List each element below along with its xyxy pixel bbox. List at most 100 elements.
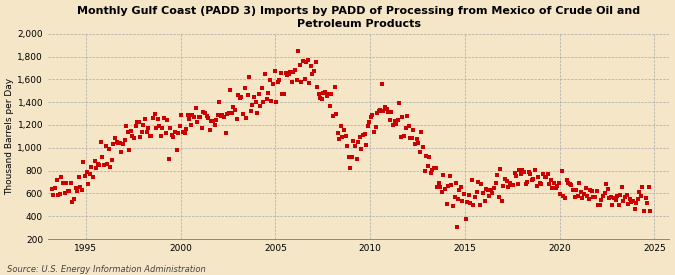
Point — [637, 185, 648, 189]
Point — [604, 195, 615, 200]
Point — [402, 114, 412, 118]
Point — [457, 199, 468, 203]
Point — [396, 135, 406, 139]
Point — [57, 181, 68, 185]
Point — [312, 84, 323, 89]
Point — [470, 195, 481, 199]
Point — [138, 123, 149, 128]
Point — [277, 92, 288, 96]
Point — [435, 185, 446, 189]
Point — [591, 189, 602, 194]
Point — [502, 179, 512, 183]
Point — [508, 183, 518, 187]
Point — [78, 160, 89, 164]
Point — [334, 137, 345, 141]
Point — [365, 115, 376, 119]
Point — [550, 185, 561, 190]
Point — [370, 124, 381, 129]
Point — [80, 174, 90, 178]
Point — [530, 168, 541, 172]
Point — [162, 117, 173, 122]
Point — [100, 144, 111, 148]
Point — [329, 85, 340, 90]
Point — [323, 92, 333, 96]
Point — [414, 149, 425, 154]
Point — [597, 194, 608, 199]
Point — [95, 139, 106, 144]
Point — [441, 201, 452, 206]
Point — [227, 111, 238, 115]
Point — [182, 112, 193, 117]
Point — [437, 189, 448, 194]
Point — [354, 135, 365, 139]
Point — [143, 126, 154, 130]
Point — [555, 192, 566, 197]
Point — [452, 197, 463, 201]
Point — [569, 195, 580, 199]
Title: Monthly Gulf Coast (PADD 3) Imports by PADD of Processing from Mexico of Crude O: Monthly Gulf Coast (PADD 3) Imports by P… — [77, 6, 641, 29]
Point — [196, 125, 207, 130]
Point — [495, 167, 506, 171]
Point — [267, 82, 278, 86]
Point — [53, 193, 63, 197]
Point — [577, 196, 588, 200]
Point — [140, 117, 151, 121]
Point — [86, 164, 97, 169]
Point — [326, 92, 337, 96]
Point — [554, 181, 564, 185]
Point — [523, 170, 534, 175]
Point — [269, 69, 280, 73]
Point — [213, 113, 223, 117]
Point — [219, 114, 230, 119]
Point — [544, 182, 555, 187]
Point — [528, 177, 539, 181]
Point — [430, 166, 441, 170]
Point — [119, 138, 130, 142]
Point — [463, 193, 474, 198]
Point — [250, 100, 261, 104]
Point — [265, 77, 275, 82]
Point — [178, 130, 188, 134]
Point — [465, 201, 476, 206]
Point — [632, 197, 643, 201]
Point — [211, 118, 221, 122]
Point — [81, 169, 92, 174]
Point — [232, 117, 242, 121]
Point — [64, 188, 75, 193]
Point — [83, 182, 94, 186]
Point — [61, 181, 72, 185]
Point — [76, 187, 87, 192]
Point — [315, 95, 326, 100]
Point — [563, 180, 574, 185]
Point — [503, 185, 514, 189]
Point — [233, 93, 244, 97]
Point — [356, 147, 367, 151]
Point — [299, 77, 310, 82]
Point — [342, 143, 352, 148]
Point — [624, 197, 635, 202]
Point — [99, 163, 109, 167]
Point — [90, 166, 101, 171]
Point — [193, 115, 204, 119]
Point — [411, 137, 422, 141]
Point — [62, 189, 73, 194]
Point — [153, 117, 163, 121]
Point — [114, 141, 125, 145]
Point — [418, 145, 429, 149]
Point — [255, 103, 266, 108]
Point — [209, 123, 220, 128]
Point — [487, 190, 498, 195]
Point — [340, 134, 351, 138]
Point — [174, 124, 185, 128]
Point — [171, 148, 182, 152]
Point — [159, 116, 169, 120]
Point — [102, 161, 113, 166]
Point — [533, 175, 543, 179]
Point — [628, 199, 639, 204]
Point — [531, 183, 542, 188]
Point — [635, 194, 646, 199]
Point — [321, 94, 332, 99]
Point — [113, 141, 124, 145]
Point — [238, 112, 248, 117]
Point — [416, 130, 427, 134]
